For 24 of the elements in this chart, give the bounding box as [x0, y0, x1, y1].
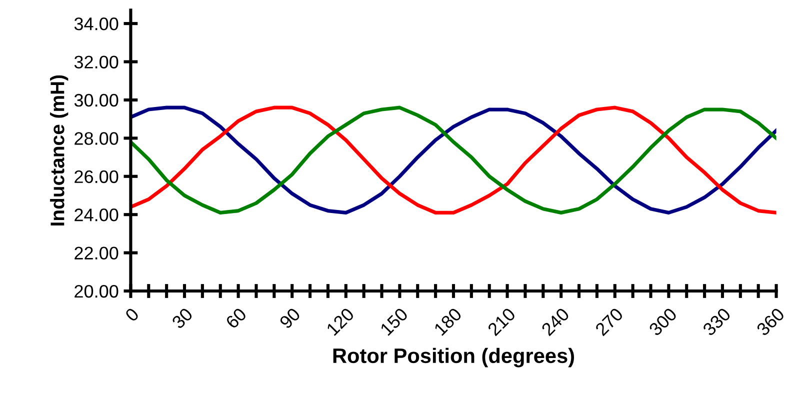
y-tick-label: 26.00 [74, 170, 118, 184]
x-tick-label: 180 [434, 307, 462, 336]
y-tick-label: 22.00 [74, 246, 118, 260]
x-tick-label: 360 [756, 307, 786, 336]
y-tick-label: 24.00 [74, 208, 118, 222]
y-tick-label: 32.00 [74, 56, 118, 68]
x-tick-label: 90 [278, 307, 301, 330]
x-tick-label: 300 [648, 307, 678, 336]
y-tick-label: 30.00 [74, 94, 118, 107]
x-tick-label: 60 [225, 307, 248, 330]
x-tick-label: 330 [702, 307, 732, 336]
x-tick-label: 120 [326, 307, 355, 336]
x-tick-label: 270 [594, 307, 624, 336]
y-tick-label: 20.00 [74, 284, 118, 298]
line-series [130, 106, 776, 214]
y-axis-title: Inductance (mH) [50, 75, 68, 226]
x-tick-label: 210 [486, 307, 516, 336]
x-tick-label: 150 [380, 307, 409, 336]
x-axis-title: Rotor Position (degrees) [333, 348, 574, 368]
x-tick-label: 30 [171, 307, 194, 330]
x-tick-label: 0 [124, 307, 140, 322]
y-tick-label: 28.00 [74, 132, 118, 145]
x-tick-label: 240 [540, 307, 570, 336]
y-tick-label: 34.00 [74, 17, 118, 30]
